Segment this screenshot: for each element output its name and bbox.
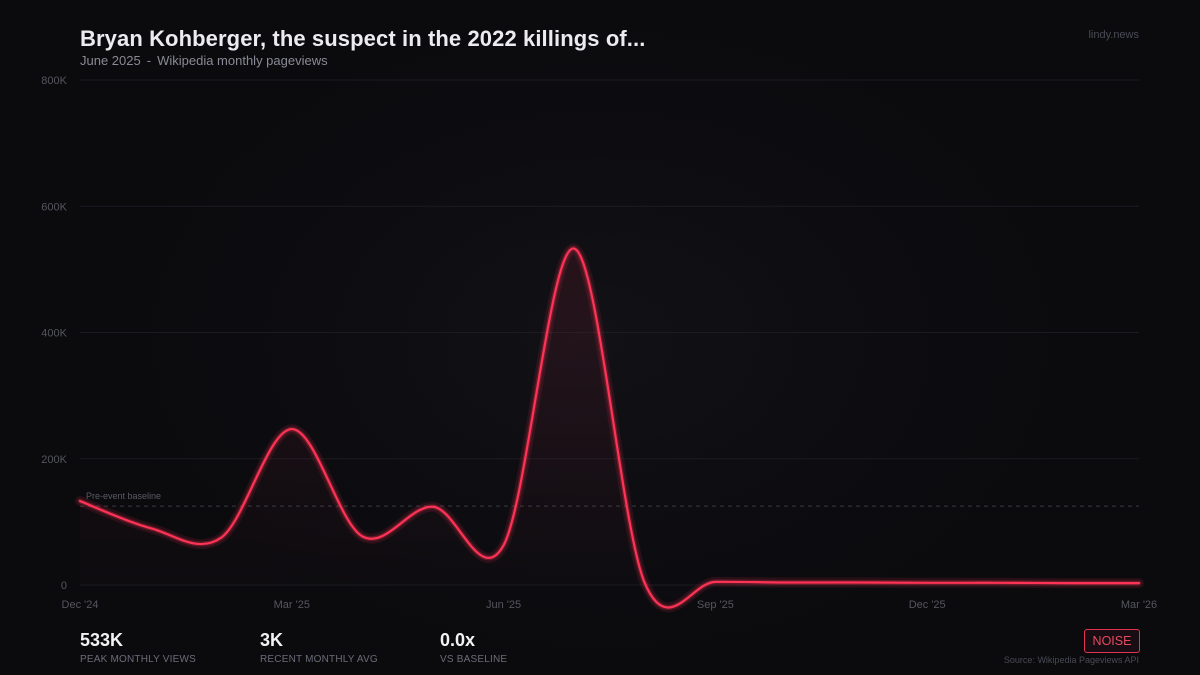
stat-baseline-value: 0.0x (440, 630, 476, 650)
period-label: June 2025 (80, 53, 141, 68)
y-tick-label-400K: 400K (41, 328, 67, 340)
stat-recent-value: 3K (260, 630, 284, 650)
source-note: Source: Wikipedia Pageviews API (1003, 655, 1139, 665)
data-point (573, 247, 576, 250)
data-point (361, 535, 364, 538)
x-tick-label: Dec '24 (62, 599, 99, 611)
x-tick-label: Mar '26 (1121, 599, 1157, 611)
y-tick-label-600K: 600K (41, 201, 67, 213)
x-tick-label: Sep '25 (697, 599, 734, 611)
data-point (432, 505, 435, 508)
data-point (714, 580, 717, 583)
data-point (149, 527, 152, 530)
data-point (643, 582, 646, 585)
stat-baseline-label: VS BASELINE (440, 654, 508, 665)
data-point (502, 544, 505, 547)
stat-baseline: 0.0x VS BASELINE (440, 630, 507, 665)
chart-subtitle: June 2025- Wikipedia monthly pageviews (80, 53, 328, 68)
brand-label: lindy.news (1088, 29, 1139, 41)
x-tick-label: Mar '25 (274, 599, 310, 611)
data-point (1067, 582, 1070, 585)
subtitle-separator: - (146, 53, 152, 68)
x-tick-label: Dec '25 (909, 599, 946, 611)
y-tick-label-0: 0 (61, 580, 67, 592)
metric-label: Wikipedia monthly pageviews (157, 53, 328, 68)
stat-peak-value: 533K (80, 630, 124, 650)
series-area (80, 248, 1139, 608)
stat-recent: 3K RECENT MONTHLY AVG (260, 630, 378, 665)
data-point (855, 581, 858, 584)
x-tick-label: Jun '25 (486, 599, 521, 611)
noise-badge: NOISE (1084, 629, 1140, 653)
stat-recent-label: RECENT MONTHLY AVG (260, 654, 378, 665)
data-point (926, 581, 929, 584)
data-point (996, 581, 999, 584)
data-point (79, 500, 82, 503)
stat-peak: 533K PEAK MONTHLY VIEWS (80, 630, 196, 665)
baseline-label: Pre-event baseline (86, 491, 161, 501)
series-line (78, 247, 1141, 609)
stat-peak-label: PEAK MONTHLY VIEWS (80, 654, 197, 665)
data-point (1138, 582, 1141, 585)
data-point (220, 536, 223, 539)
chart-title: Bryan Kohberger, the suspect in the 2022… (80, 26, 646, 51)
y-tick-label-800K: 800K (41, 75, 67, 87)
data-point (785, 581, 788, 584)
y-tick-label-200K: 200K (41, 454, 67, 466)
data-point (290, 428, 293, 431)
stats-row: 533K PEAK MONTHLY VIEWS 3K RECENT MONTHL… (0, 630, 1200, 675)
